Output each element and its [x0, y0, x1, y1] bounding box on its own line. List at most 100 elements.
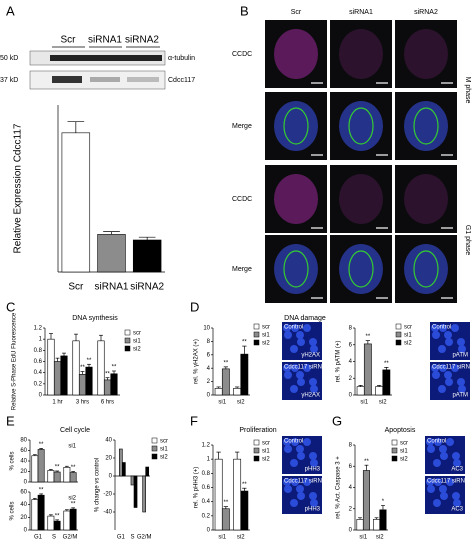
significance: **	[242, 340, 247, 346]
significance: **	[87, 358, 92, 364]
nucleus	[291, 438, 299, 446]
y-tick-label: 8	[207, 339, 211, 345]
significance: **	[224, 500, 229, 506]
error-bar	[376, 385, 382, 387]
band-label: α-tubulin	[168, 55, 195, 62]
legend-label: scr	[262, 325, 270, 331]
phase-label: G1 phase	[464, 225, 471, 255]
legend-swatch	[151, 453, 158, 460]
bar	[122, 462, 126, 477]
panel-title: DNA synthesis	[72, 315, 118, 322]
phase-label: M phase	[464, 77, 471, 104]
lane-label: siRNA2	[125, 35, 159, 46]
nucleus	[310, 499, 318, 507]
bar	[356, 519, 364, 531]
nucleus	[290, 345, 298, 353]
y-axis-label: % cells	[10, 451, 16, 470]
bar	[72, 340, 80, 396]
nucleus	[446, 478, 454, 486]
nucleus	[444, 371, 452, 379]
bar	[69, 508, 77, 531]
significance: **	[55, 513, 60, 519]
cell	[274, 101, 318, 151]
nucleus	[309, 452, 317, 460]
y-axis-label: rel. % Act. Caspase 3 +	[336, 456, 342, 519]
inset-label: Control	[432, 325, 451, 331]
nucleus	[283, 478, 291, 486]
error-bar	[49, 333, 53, 340]
nucleus	[291, 478, 299, 486]
nucleus	[291, 324, 299, 332]
nucleus	[290, 385, 298, 393]
y-tick-label: 0	[24, 480, 28, 486]
error-bar	[65, 465, 69, 468]
spindle	[413, 250, 439, 288]
inset-stain: pHH3	[305, 507, 321, 513]
x-tick-label: 3 hrs	[76, 400, 89, 406]
error-bar	[216, 451, 221, 460]
row-label: Merge	[232, 123, 252, 130]
legend-swatch	[395, 323, 402, 330]
legend-swatch	[253, 323, 260, 330]
y-tick-label: 10	[203, 326, 210, 332]
microscopy: Scr siRNA1 siRNA2 CCDC Merge CCDC Merge …	[232, 9, 471, 303]
legend-label: si2	[262, 341, 270, 347]
y-tick-label: 2	[349, 506, 353, 512]
error-bar	[87, 363, 91, 368]
nucleus	[296, 371, 304, 379]
significance: **	[105, 371, 110, 377]
bar	[110, 373, 118, 396]
y-tick-label: 4	[207, 366, 211, 372]
x-tick-label: si1	[218, 400, 226, 406]
lane-label: siRNA1	[88, 35, 122, 46]
bar	[373, 519, 381, 531]
bar	[221, 508, 230, 531]
nucleus	[290, 459, 298, 467]
error-bar	[358, 517, 362, 520]
legend-swatch	[391, 447, 398, 454]
error-bar	[103, 231, 120, 235]
cell	[404, 101, 448, 151]
bar	[145, 466, 150, 477]
nucleus	[426, 438, 434, 446]
nucleus	[439, 445, 447, 453]
nucleus	[309, 338, 317, 346]
y-axis-label: rel. % pATM (+)	[336, 341, 342, 383]
bar	[233, 387, 242, 396]
nucleus	[426, 478, 434, 486]
nucleus	[303, 364, 311, 372]
legend-swatch	[151, 437, 158, 444]
bar	[53, 471, 61, 483]
bar	[103, 379, 112, 396]
y-tick-label: 60	[20, 448, 27, 454]
y-tick-label: 1	[39, 337, 43, 343]
significance: **	[39, 442, 44, 448]
marker-label: 50 kD	[0, 55, 18, 62]
bar	[31, 499, 39, 531]
nucleus	[445, 338, 453, 346]
y-tick-label: 0	[207, 393, 211, 399]
y-axis-label: % cells	[10, 501, 16, 520]
error-bar	[65, 509, 69, 511]
nucleus	[432, 331, 440, 339]
legend-label: si1	[404, 333, 412, 339]
micrograph	[395, 20, 457, 88]
legend-label: scr	[404, 325, 412, 331]
bar	[31, 455, 39, 483]
y-tick-label: 6	[349, 342, 353, 348]
significance: **	[112, 365, 117, 371]
y-tick-label: 0	[349, 528, 353, 534]
y-tick-label: -40	[103, 510, 112, 516]
nucleus	[451, 324, 459, 332]
error-bar	[216, 386, 221, 389]
inset-stain: pATM	[452, 353, 468, 359]
error-bar	[365, 340, 371, 344]
error-bar	[234, 451, 240, 460]
legend-label: si1	[160, 447, 168, 453]
x-tick-label: G1	[34, 535, 43, 541]
x-tick-label: 1 hr	[52, 400, 62, 406]
nucleus	[427, 485, 435, 493]
y-tick-label: 8	[349, 443, 353, 449]
inset-label: Control	[427, 439, 446, 445]
legend-swatch	[395, 331, 402, 338]
